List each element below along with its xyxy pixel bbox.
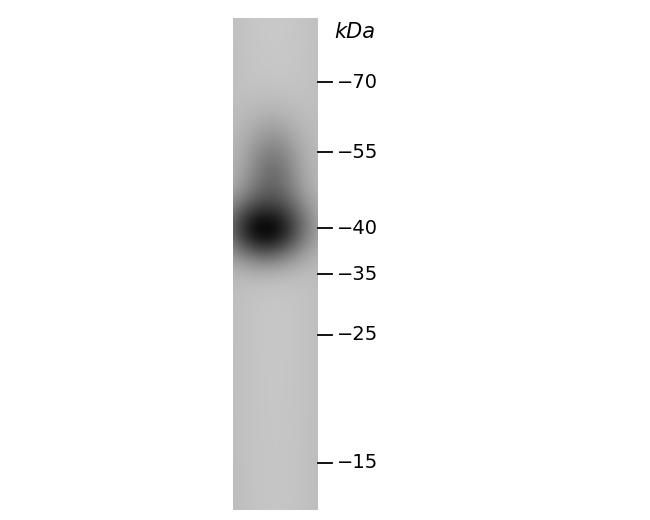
Text: −25: −25: [337, 326, 378, 344]
Text: −40: −40: [337, 218, 378, 238]
Text: −35: −35: [337, 265, 378, 283]
Text: kDa: kDa: [335, 22, 376, 42]
Text: −70: −70: [337, 72, 378, 92]
Text: −55: −55: [337, 142, 378, 162]
Text: −15: −15: [337, 453, 378, 473]
